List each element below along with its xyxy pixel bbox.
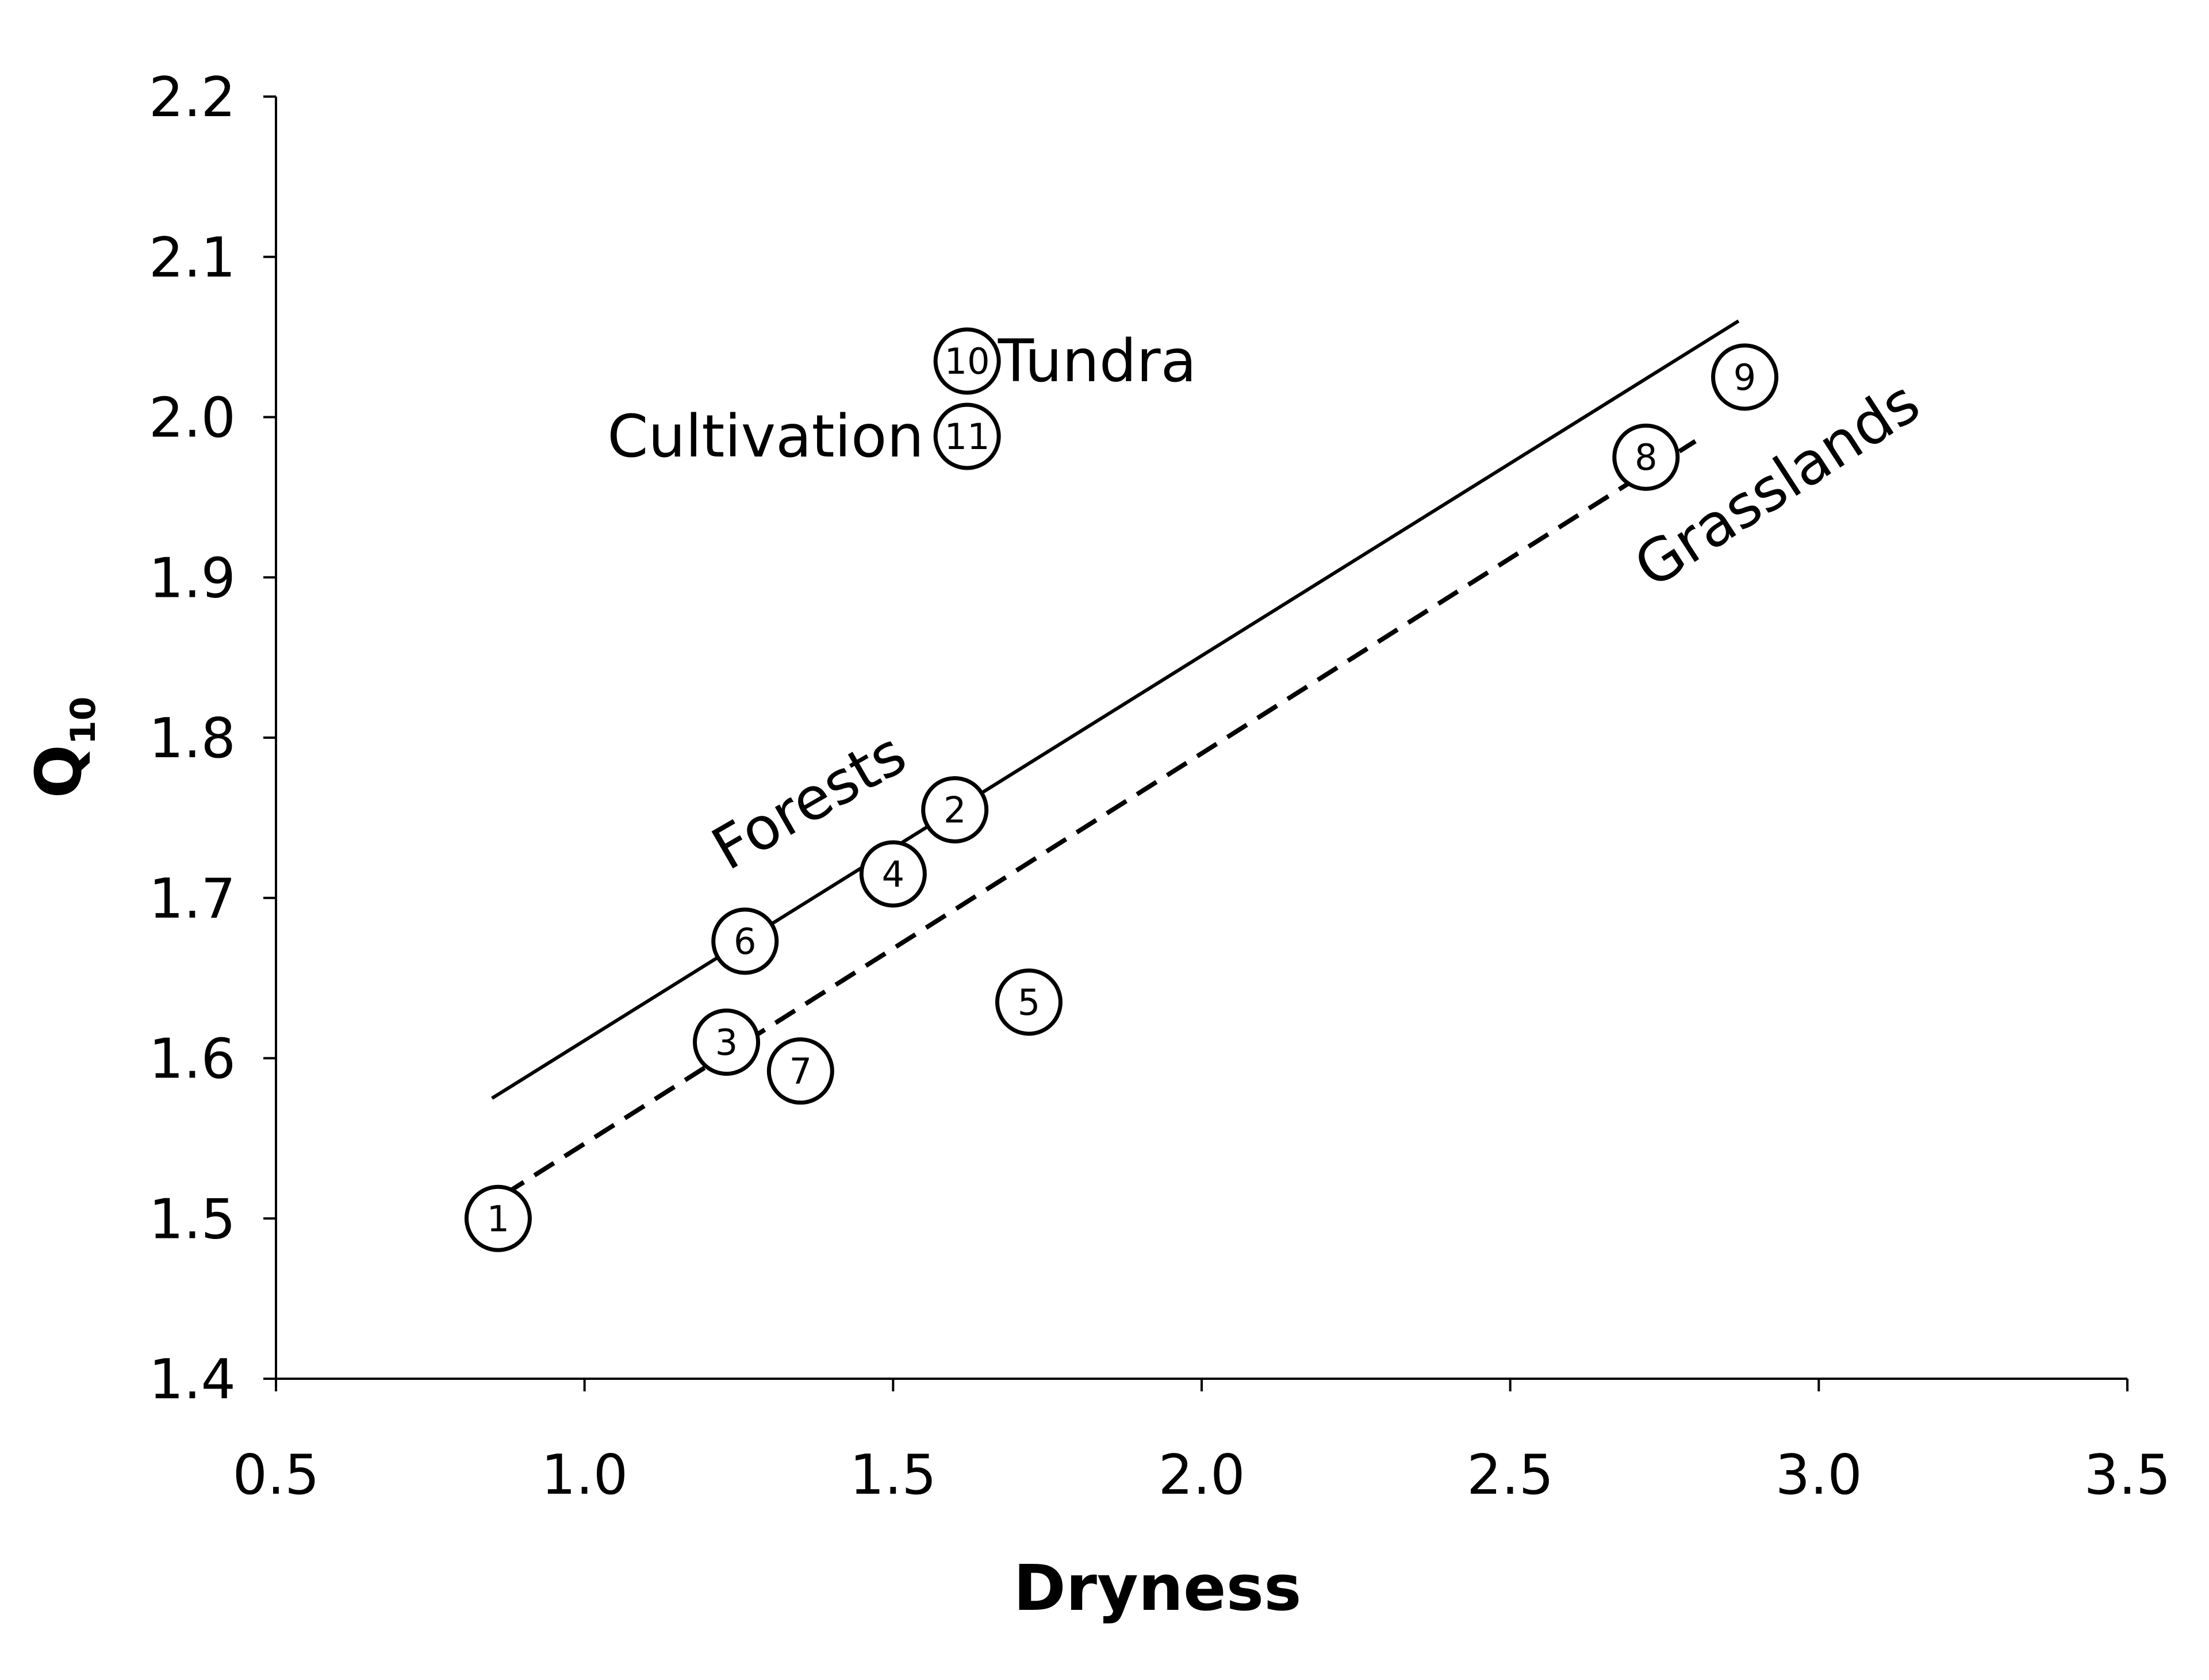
data-point <box>766 1037 834 1105</box>
data-point-label: 9 <box>1734 356 1756 398</box>
y-tick-label: 1.7 <box>149 868 236 931</box>
data-point <box>711 907 779 975</box>
y-axis-title-main: Q <box>22 745 95 799</box>
data-point-label: 11 <box>945 416 990 458</box>
data-point <box>933 402 1001 470</box>
y-tick-label: 1.8 <box>149 707 236 770</box>
data-point-label: 10 <box>945 340 990 382</box>
y-tick-label: 1.6 <box>149 1028 236 1091</box>
data-point <box>933 327 1001 395</box>
data-point <box>464 1184 532 1252</box>
data-point-label: 2 <box>944 789 966 831</box>
data-point <box>1711 343 1779 411</box>
data-points: 1 2 3 4 5 6 7 8 9 10 11 <box>464 327 1779 1252</box>
y-tick-label: 1.9 <box>149 547 236 610</box>
data-point-label: 3 <box>715 1022 738 1064</box>
data-point-label: 6 <box>734 920 756 962</box>
data-point-label: 5 <box>1018 981 1040 1023</box>
x-tick-label: 1.0 <box>541 1444 628 1507</box>
y-tick-label: 1.5 <box>149 1188 236 1251</box>
x-tick-label: 2.5 <box>1467 1444 1554 1507</box>
data-point-label: 8 <box>1635 436 1657 478</box>
y-tick-label: 2.2 <box>149 66 236 129</box>
annotation-cultivation: Cultivation <box>607 402 924 471</box>
trend-lines <box>491 319 1740 1196</box>
y-tick-label: 2.0 <box>149 387 236 450</box>
data-point <box>1612 423 1680 491</box>
data-point-label: 7 <box>789 1050 812 1092</box>
x-tick-label: 3.0 <box>1775 1444 1862 1507</box>
x-axis-title: Dryness <box>1013 1551 1301 1625</box>
data-point-label: 4 <box>882 853 904 895</box>
y-tick-label: 2.1 <box>149 227 236 290</box>
data-point <box>995 968 1063 1036</box>
data-point-label: 1 <box>487 1198 509 1240</box>
x-tick-label: 0.5 <box>232 1444 319 1507</box>
trend-line-forests <box>491 319 1740 1100</box>
annotation-tundra: Tundra <box>998 327 1196 396</box>
annotation-grasslands: Grasslands <box>1623 368 1931 602</box>
data-point <box>921 776 989 843</box>
axes: 1.4 1.5 1.6 1.7 1.8 1.9 2.0 2.1 2.2 0.5 1.0 1.5 2.0 2… <box>149 66 2171 1507</box>
trend-line-grasslands <box>503 439 1697 1196</box>
y-tick-label: 1.4 <box>149 1348 236 1411</box>
data-point <box>693 1008 761 1076</box>
x-tick-label: 1.5 <box>850 1444 937 1507</box>
x-tick-label: 3.5 <box>2084 1444 2170 1507</box>
x-tick-label: 2.0 <box>1158 1444 1245 1507</box>
data-point <box>859 840 927 908</box>
y-axis-title-subscript: 10 <box>63 696 103 745</box>
y-axis-title: Q10 <box>22 696 103 798</box>
